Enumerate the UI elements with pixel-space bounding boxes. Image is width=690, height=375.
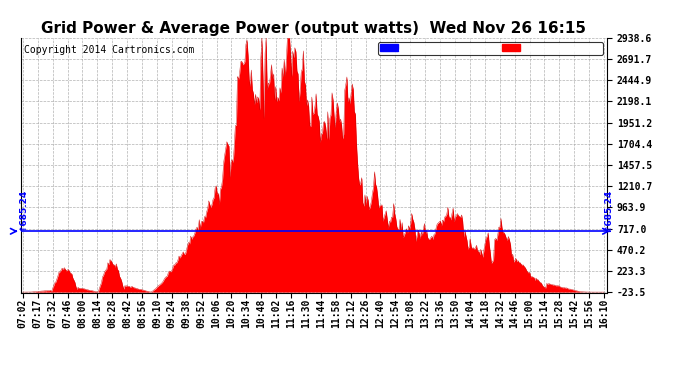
Text: ↑685.24: ↑685.24 — [604, 189, 613, 231]
Legend: Average (AC Watts), Grid (AC Watts): Average (AC Watts), Grid (AC Watts) — [377, 42, 602, 55]
Text: Copyright 2014 Cartronics.com: Copyright 2014 Cartronics.com — [23, 45, 194, 55]
Text: ↑685.24: ↑685.24 — [19, 189, 28, 231]
Title: Grid Power & Average Power (output watts)  Wed Nov 26 16:15: Grid Power & Average Power (output watts… — [41, 21, 586, 36]
